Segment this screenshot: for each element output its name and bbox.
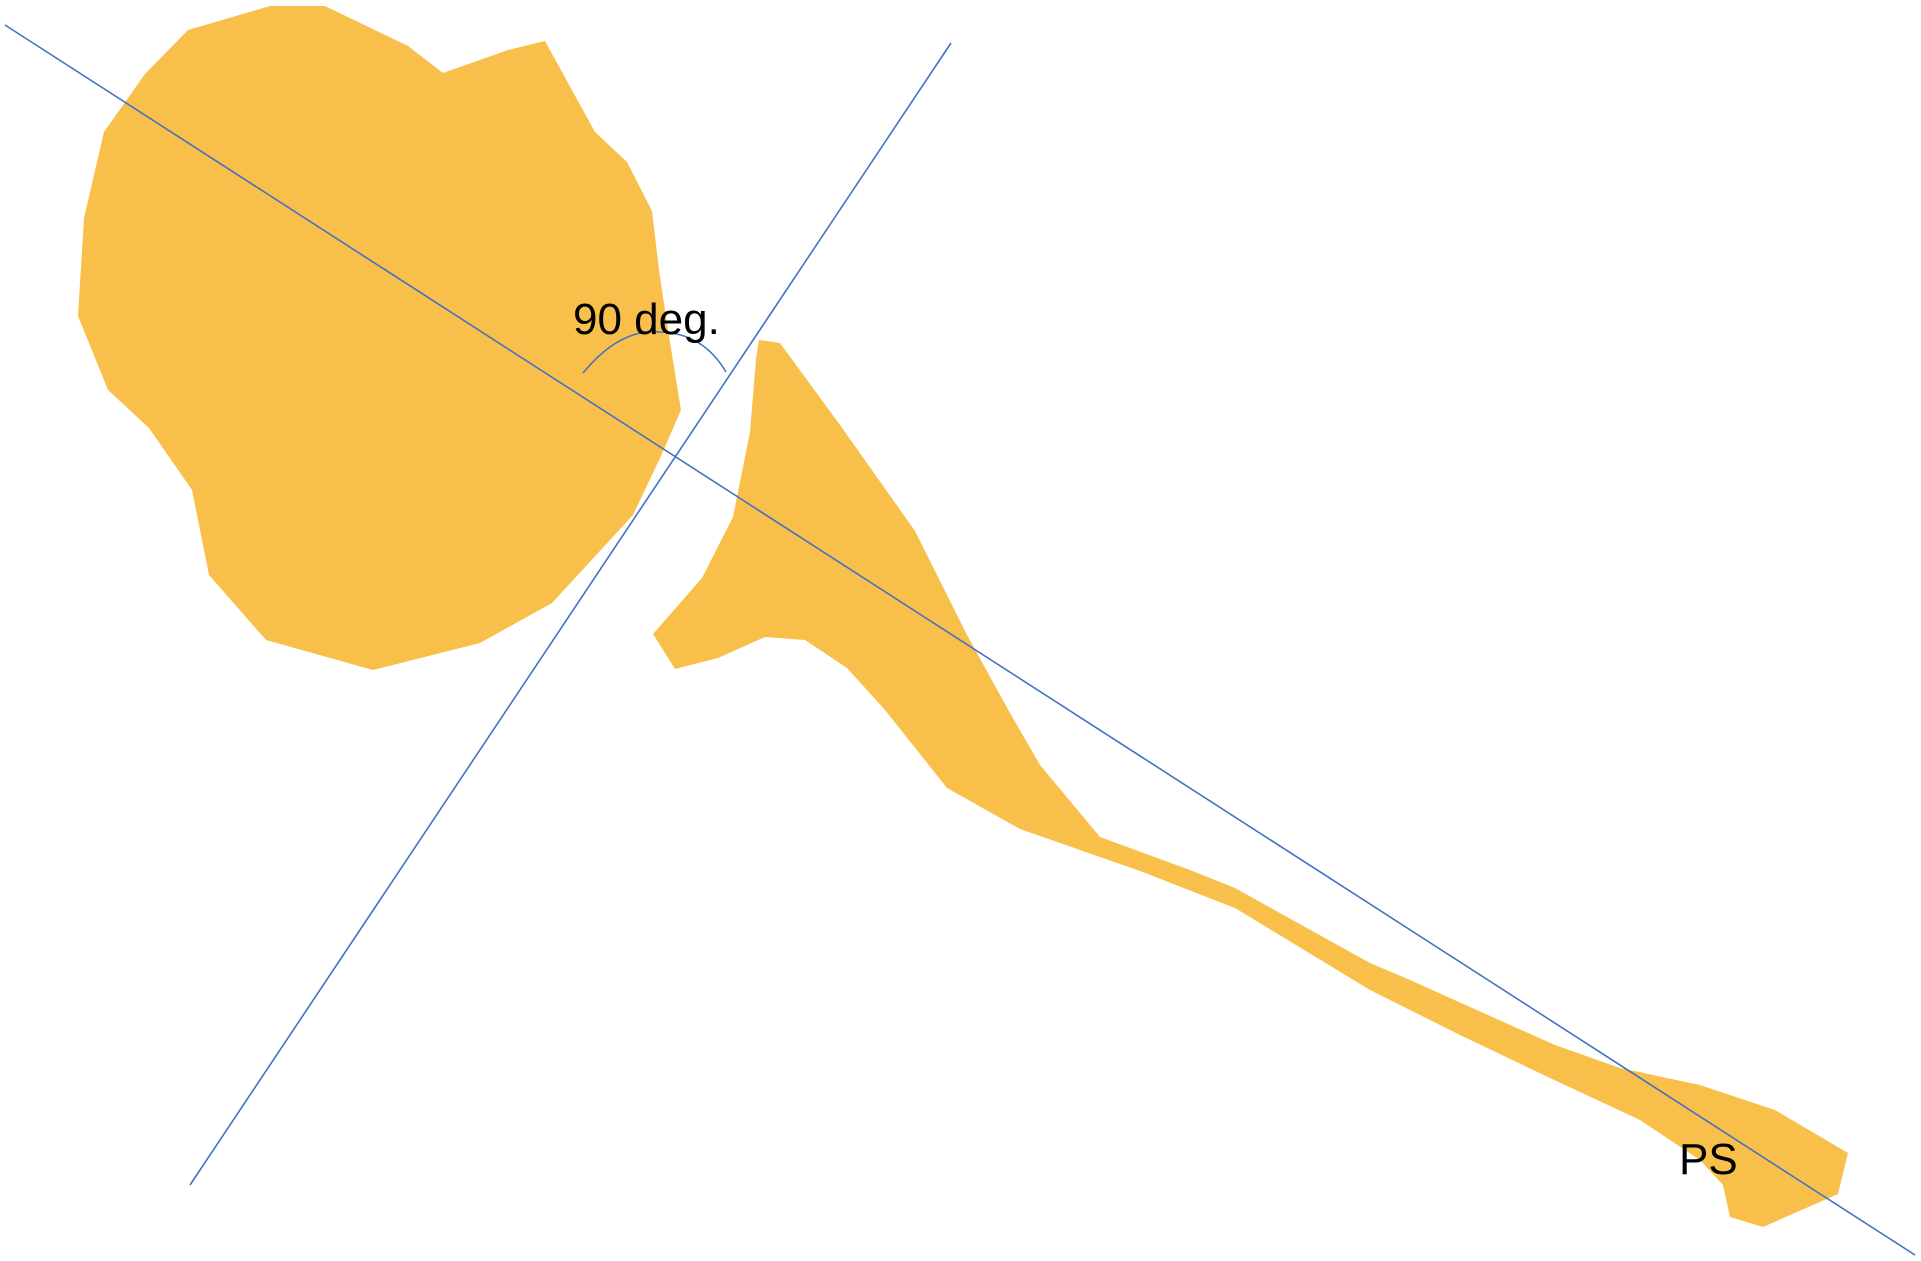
angle-arc: [582, 330, 727, 374]
endpoint-label: PS: [1679, 1135, 1738, 1184]
angle-label: 90 deg.: [573, 295, 720, 344]
elongated-tail-shape: [653, 340, 1848, 1227]
round-blob-shape: [78, 6, 681, 670]
long-axis-line: [4, 24, 1916, 1256]
perpendicular-line: [189, 42, 952, 1186]
